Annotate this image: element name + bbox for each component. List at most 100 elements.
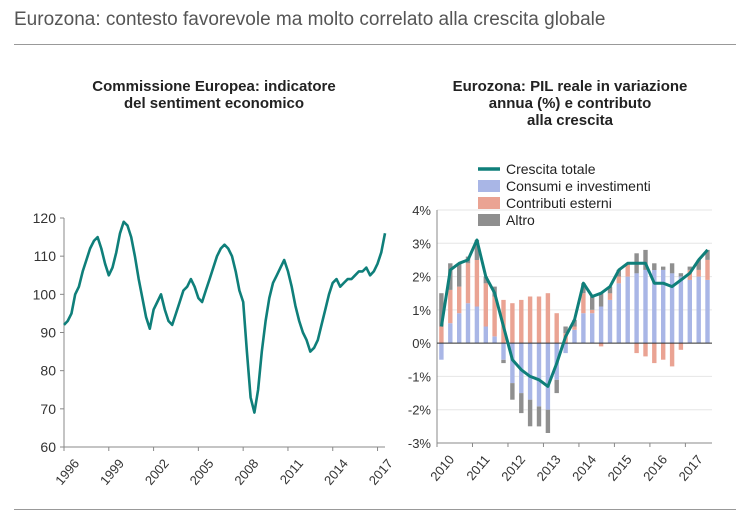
left-chart-title-line2: del sentiment economico xyxy=(123,95,305,112)
bar-contributi-esterni xyxy=(457,286,462,314)
right-y-tick-label: 4% xyxy=(412,203,431,218)
right-y-tick-label: 1% xyxy=(412,303,431,318)
right-y-tick-label: 3% xyxy=(412,236,431,251)
bar-altro xyxy=(598,293,604,307)
bar-consumi-e-investimenti xyxy=(607,299,613,344)
bar-consumi-e-investimenti xyxy=(687,279,692,344)
left-x-tick-label: 2011 xyxy=(277,456,306,487)
bar-altro xyxy=(572,319,577,327)
bar-consumi-e-investimenti xyxy=(696,276,701,344)
bar-contributi-esterni xyxy=(581,293,586,314)
bar-altro xyxy=(536,406,542,427)
bar-contributi-esterni xyxy=(598,343,604,347)
bar-consumi-e-investimenti xyxy=(590,313,595,344)
bar-consumi-e-investimenti xyxy=(705,279,710,344)
bar-contributi-esterni xyxy=(439,326,444,344)
left-x-tick-label: 1999 xyxy=(97,456,127,488)
bar-altro xyxy=(510,383,515,400)
bar-consumi-e-investimenti xyxy=(457,313,462,344)
bar-consumi-e-investimenti xyxy=(501,343,506,360)
bar-consumi-e-investimenti xyxy=(465,303,471,344)
left-y-tick-label: 90 xyxy=(40,325,56,341)
bar-consumi-e-investimenti xyxy=(616,283,621,344)
bar-altro xyxy=(483,276,488,284)
bar-consumi-e-investimenti xyxy=(545,343,551,410)
right-x-tick-label: 2010 xyxy=(427,452,457,484)
bar-contributi-esterni xyxy=(696,269,701,277)
title-rule xyxy=(14,44,736,45)
bar-altro xyxy=(554,379,559,394)
right-y-tick-label: -3% xyxy=(408,436,432,451)
bar-contributi-esterni xyxy=(705,259,710,280)
bar-contributi-esterni xyxy=(590,309,595,314)
left-x-tick-label: 1996 xyxy=(52,456,82,488)
bar-contributi-esterni xyxy=(625,263,630,277)
bar-altro xyxy=(474,240,480,260)
bar-consumi-e-investimenti xyxy=(527,343,533,400)
left-y-tick-label: 80 xyxy=(40,363,56,379)
right-x-tick-label: 2014 xyxy=(569,452,599,484)
bar-consumi-e-investimenti xyxy=(492,336,497,344)
right-x-tick-label: 2017 xyxy=(676,452,706,484)
left-x-tick-label: 2002 xyxy=(142,456,172,488)
bar-contributi-esterni xyxy=(616,276,621,284)
right-x-tick-label: 2011 xyxy=(463,452,492,483)
bar-altro xyxy=(607,286,613,294)
bar-contributi-esterni xyxy=(607,293,613,300)
right-y-tick-label: 2% xyxy=(412,270,431,285)
bar-altro xyxy=(590,296,595,310)
bar-altro xyxy=(678,273,684,277)
bar-contributi-esterni xyxy=(474,259,480,307)
left-x-tick-label: 2008 xyxy=(231,456,261,488)
bar-altro xyxy=(661,266,666,270)
right-x-tick-label: 2015 xyxy=(605,452,635,484)
bar-consumi-e-investimenti xyxy=(643,269,648,344)
left-y-tick-label: 120 xyxy=(33,210,57,226)
legend-label: Crescita totale xyxy=(506,161,596,177)
bar-altro xyxy=(687,266,692,270)
bar-altro xyxy=(501,359,506,364)
right-chart-title-line2: annua (%) e contributo xyxy=(488,95,652,112)
left-x-tick-label: 2014 xyxy=(321,456,351,488)
right-y-tick-label: -1% xyxy=(408,369,432,384)
bar-consumi-e-investimenti xyxy=(625,276,630,344)
left-y-tick-label: 70 xyxy=(40,401,56,417)
bar-consumi-e-investimenti xyxy=(678,276,684,344)
bar-contributi-esterni xyxy=(643,343,648,357)
bar-altro xyxy=(669,263,675,274)
bar-contributi-esterni xyxy=(554,313,559,344)
bar-altro xyxy=(705,249,710,260)
left-y-tick-label: 100 xyxy=(33,286,57,302)
bar-contributi-esterni xyxy=(634,343,639,354)
bar-consumi-e-investimenti xyxy=(661,269,666,344)
page-title: Eurozona: contesto favorevole ma molto c… xyxy=(14,9,606,30)
left-chart-title-line1: Commissione Europea: indicatore xyxy=(92,78,336,95)
left-x-tick-label: 2005 xyxy=(187,456,217,488)
bar-consumi-e-investimenti xyxy=(634,273,639,344)
bar-consumi-e-investimenti xyxy=(581,313,586,344)
right-x-tick-label: 2013 xyxy=(534,452,564,484)
bar-contributi-esterni xyxy=(572,326,577,330)
bar-altro xyxy=(519,393,524,414)
bar-altro xyxy=(696,259,701,270)
bar-contributi-esterni xyxy=(448,289,453,324)
footer-rule xyxy=(14,509,736,510)
bar-altro xyxy=(563,326,568,334)
bar-contributi-esterni xyxy=(545,293,551,344)
right-chart-title-line1: Eurozona: PIL reale in variazione xyxy=(452,78,688,95)
left-y-tick-label: 110 xyxy=(34,248,57,264)
legend-label: Consumi e investimenti xyxy=(506,178,651,194)
right-chart-title: Eurozona: PIL reale in variazione annua … xyxy=(410,78,730,129)
bar-contributi-esterni xyxy=(465,263,471,304)
bar-consumi-e-investimenti xyxy=(448,323,453,344)
legend-swatch xyxy=(478,180,500,192)
bar-contributi-esterni xyxy=(492,296,497,337)
bar-consumi-e-investimenti xyxy=(536,343,542,407)
crescita-totale-line xyxy=(439,238,709,388)
legend-label: Altro xyxy=(506,212,535,228)
bar-consumi-e-investimenti xyxy=(510,343,515,383)
bar-contributi-esterni xyxy=(661,343,666,360)
bar-consumi-e-investimenti xyxy=(572,329,577,344)
left-y-tick-label: 60 xyxy=(40,439,56,455)
bar-consumi-e-investimenti xyxy=(598,306,604,344)
